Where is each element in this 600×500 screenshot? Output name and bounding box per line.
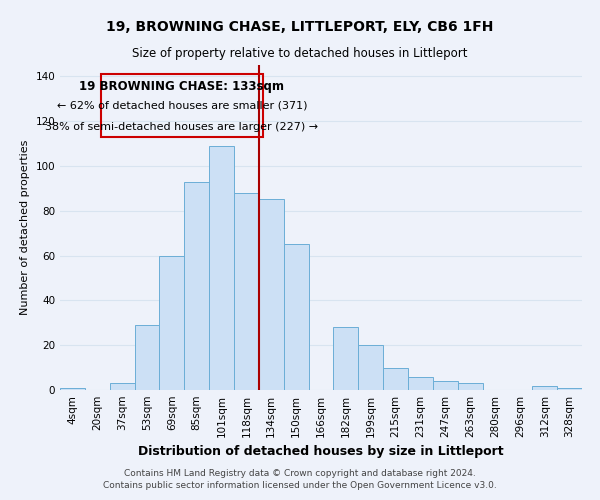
Bar	[160, 256, 184, 390]
Bar	[60, 388, 85, 390]
Text: 19 BROWNING CHASE: 133sqm: 19 BROWNING CHASE: 133sqm	[79, 80, 284, 92]
Bar	[234, 193, 259, 390]
Bar	[433, 381, 458, 390]
Bar	[383, 368, 408, 390]
Bar	[110, 384, 134, 390]
Text: Contains HM Land Registry data © Crown copyright and database right 2024.: Contains HM Land Registry data © Crown c…	[124, 468, 476, 477]
Text: 38% of semi-detached houses are larger (227) →: 38% of semi-detached houses are larger (…	[45, 122, 319, 132]
Bar	[408, 376, 433, 390]
Bar	[458, 384, 482, 390]
Text: 19, BROWNING CHASE, LITTLEPORT, ELY, CB6 1FH: 19, BROWNING CHASE, LITTLEPORT, ELY, CB6…	[106, 20, 494, 34]
Bar	[184, 182, 209, 390]
Y-axis label: Number of detached properties: Number of detached properties	[20, 140, 30, 315]
Bar	[259, 200, 284, 390]
Bar	[334, 327, 358, 390]
Bar	[358, 345, 383, 390]
Bar	[557, 388, 582, 390]
Bar	[209, 146, 234, 390]
Bar	[532, 386, 557, 390]
Text: Contains public sector information licensed under the Open Government Licence v3: Contains public sector information licen…	[103, 481, 497, 490]
Bar	[134, 325, 160, 390]
Bar	[101, 74, 263, 136]
Bar	[284, 244, 308, 390]
Text: Size of property relative to detached houses in Littleport: Size of property relative to detached ho…	[132, 48, 468, 60]
Text: ← 62% of detached houses are smaller (371): ← 62% of detached houses are smaller (37…	[56, 101, 307, 111]
X-axis label: Distribution of detached houses by size in Littleport: Distribution of detached houses by size …	[138, 446, 504, 458]
